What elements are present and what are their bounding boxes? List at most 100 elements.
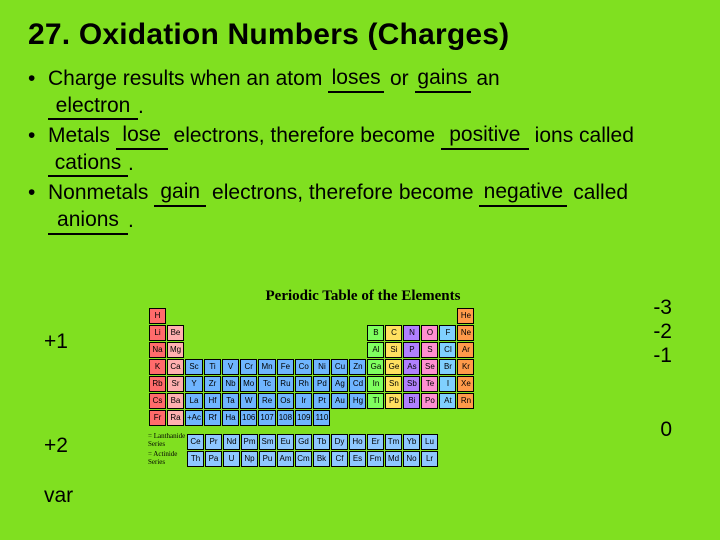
pt-cell (349, 325, 366, 341)
pt-cell: Kr (457, 359, 474, 375)
pt-cell: Ne (457, 325, 474, 341)
blank-cations: cations (48, 150, 128, 178)
pt-cell (331, 342, 348, 358)
pt-cell: No (403, 451, 420, 467)
pt-cell: Ga (367, 359, 384, 375)
bullet-3: • Nonmetals gain electrons, therefore be… (28, 180, 692, 235)
pt-cell (349, 342, 366, 358)
pt-cell: Mo (240, 376, 257, 392)
pt-cell (295, 342, 312, 358)
pt-cell: Cr (240, 359, 257, 375)
pt-cell: 109 (295, 410, 312, 426)
pt-cell: Br (439, 359, 456, 375)
pt-cell (277, 325, 294, 341)
pt-cell: Co (295, 359, 312, 375)
pt-cell: Zr (204, 376, 221, 392)
pt-cell: Pr (205, 434, 222, 450)
pt-f-table: CePrNdPmSmEuGdTbDyHoErTmYbLuThPaUNpPuAmC… (186, 433, 439, 468)
pt-cell: Pt (313, 393, 330, 409)
pt-cell: Pu (259, 451, 276, 467)
pt-cell: Es (349, 451, 366, 467)
pt-cell: Pa (205, 451, 222, 467)
pt-cell: La (185, 393, 203, 409)
pt-cell (349, 308, 366, 324)
pt-cell: Hg (349, 393, 366, 409)
pt-cell: P (403, 342, 420, 358)
pt-cell: +Ac (185, 410, 203, 426)
pt-main-table: HHeLiBeBCNOFNeNaMgAlSiPSClArKCaScTiVCrMn… (148, 307, 475, 427)
periodic-table: Periodic Table of the Elements HHeLiBeBC… (148, 288, 548, 468)
pt-cell (439, 308, 456, 324)
pt-cell: F (439, 325, 456, 341)
pt-cell: Sm (259, 434, 276, 450)
pt-cell: Al (367, 342, 384, 358)
pt-cell: In (367, 376, 384, 392)
pt-cell (295, 308, 312, 324)
pt-cell (421, 308, 438, 324)
pt-cell: Xe (457, 376, 474, 392)
blank-loses: loses (328, 65, 384, 93)
pt-cell: Po (421, 393, 438, 409)
pt-cell: 107 (258, 410, 275, 426)
pt-cell: Lr (421, 451, 438, 467)
pt-cell: Cs (149, 393, 166, 409)
pt-cell (258, 325, 275, 341)
charge-label-plus1: +1 (44, 330, 68, 354)
slide: 27. Oxidation Numbers (Charges) • Charge… (0, 0, 720, 540)
pt-cell: Li (149, 325, 166, 341)
blank-electron: electron (48, 93, 138, 121)
pt-cell: At (439, 393, 456, 409)
pt-cell (313, 308, 330, 324)
pt-cell: Os (277, 393, 294, 409)
pt-cell: Mg (167, 342, 184, 358)
blank-gains: gains (415, 65, 471, 93)
pt-cell: 110 (313, 410, 330, 426)
pt-cell: Tm (385, 434, 402, 450)
blank-gain: gain (154, 179, 206, 207)
charge-label-zero: 0 (660, 418, 672, 442)
bullet-text: Nonmetals gain electrons, therefore beco… (48, 180, 692, 235)
pt-cell: Sn (385, 376, 402, 392)
pt-cell: Nd (223, 434, 240, 450)
pt-cell (331, 325, 348, 341)
blank-lose: lose (116, 122, 168, 150)
pt-cell (204, 342, 221, 358)
pt-cell (240, 308, 257, 324)
pt-cell: Y (185, 376, 203, 392)
pt-cell: Sb (403, 376, 420, 392)
blank-anions: anions (48, 207, 128, 235)
pt-cell: Fm (367, 451, 384, 467)
pt-cell: Re (258, 393, 275, 409)
pt-cell: Te (421, 376, 438, 392)
pt-cell: Ti (204, 359, 221, 375)
pt-cell: Ge (385, 359, 402, 375)
pt-cell: V (222, 359, 239, 375)
pt-cell: Ba (167, 393, 184, 409)
pt-cell: Am (277, 451, 294, 467)
pt-cell: Ce (187, 434, 204, 450)
pt-cell (349, 410, 366, 426)
bullet-text: Charge results when an atom loses or gai… (48, 66, 692, 121)
pt-cell: Yb (403, 434, 420, 450)
pt-cell (167, 308, 184, 324)
pt-cell: Ca (167, 359, 184, 375)
pt-cell: Cf (331, 451, 348, 467)
pt-cell (313, 325, 330, 341)
pt-cell: Rf (204, 410, 221, 426)
pt-cell: Cl (439, 342, 456, 358)
pt-cell: Cu (331, 359, 348, 375)
pt-cell: S (421, 342, 438, 358)
pt-cell (222, 325, 239, 341)
pt-cell: Tl (367, 393, 384, 409)
pt-cell: Hf (204, 393, 221, 409)
pt-cell: Cd (349, 376, 366, 392)
pt-cell: Eu (277, 434, 294, 450)
pt-cell: Rn (457, 393, 474, 409)
pt-cell (313, 342, 330, 358)
pt-cell (385, 308, 402, 324)
slide-title: 27. Oxidation Numbers (Charges) (28, 18, 692, 52)
pt-cell: Sc (185, 359, 203, 375)
pt-cell: Cm (295, 451, 312, 467)
blank-positive: positive (441, 122, 529, 150)
pt-cell (385, 410, 402, 426)
